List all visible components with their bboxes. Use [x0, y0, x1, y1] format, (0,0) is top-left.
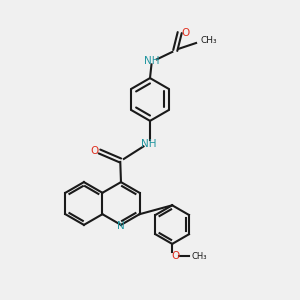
Text: NH: NH: [141, 139, 156, 149]
Text: NH: NH: [144, 56, 159, 66]
Text: O: O: [181, 28, 189, 38]
Text: CH₃: CH₃: [191, 252, 207, 261]
Text: O: O: [90, 146, 98, 156]
Text: CH₃: CH₃: [200, 36, 217, 45]
Text: O: O: [172, 251, 180, 261]
Text: N: N: [117, 221, 125, 231]
